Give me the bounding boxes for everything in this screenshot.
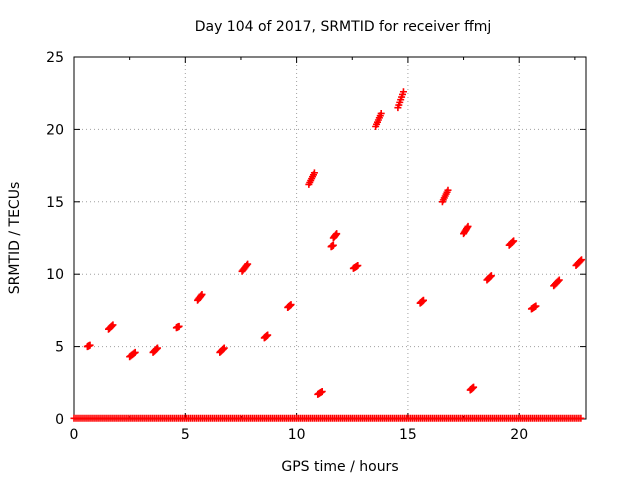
data-point [244,260,252,268]
data-point [220,344,228,352]
grid-lines [74,57,586,419]
x-tick-label: 5 [181,427,190,443]
data-point [153,344,161,352]
data-point [577,414,585,422]
data-point [555,276,563,284]
x-axis-label: GPS time / hours [281,459,398,475]
x-tick-label: 10 [288,427,306,443]
data-point [554,277,562,285]
y-tick-label: 20 [46,122,64,138]
axis-ticks: 0 5 10 15 20 0 5 10 15 20 25 [46,50,586,443]
data-point [578,256,586,264]
data-point [510,237,518,245]
y-tick-label: 5 [55,340,64,356]
data-point [131,348,139,356]
data-point [419,296,427,304]
data-point [354,262,362,270]
data-point [487,272,495,280]
data-point [287,301,295,309]
data-point [444,186,452,194]
x-tick-label: 20 [510,427,528,443]
data-point [175,322,183,330]
x-tick-label: 0 [70,427,79,443]
data-point [470,383,478,391]
data-point [577,257,585,265]
data-point [243,261,251,269]
x-tick-label: 15 [399,427,417,443]
data-point [464,222,472,230]
y-tick-label: 15 [46,195,64,211]
data-point [198,290,206,298]
data-point [399,88,407,96]
data-point [86,341,94,349]
y-tick-label: 25 [46,50,64,66]
data-point [318,387,326,395]
y-axis-label: SRMTID / TECUs [7,182,23,295]
data-points [70,88,586,422]
data-point [310,169,318,177]
data-point [532,302,540,310]
data-point [377,109,385,117]
data-point [264,331,272,339]
data-point [329,241,337,249]
y-tick-label: 10 [46,267,64,283]
data-point [109,321,117,329]
y-tick-label: 0 [55,412,64,428]
data-point [333,230,341,238]
chart-title: Day 104 of 2017, SRMTID for receiver ffm… [195,19,492,35]
